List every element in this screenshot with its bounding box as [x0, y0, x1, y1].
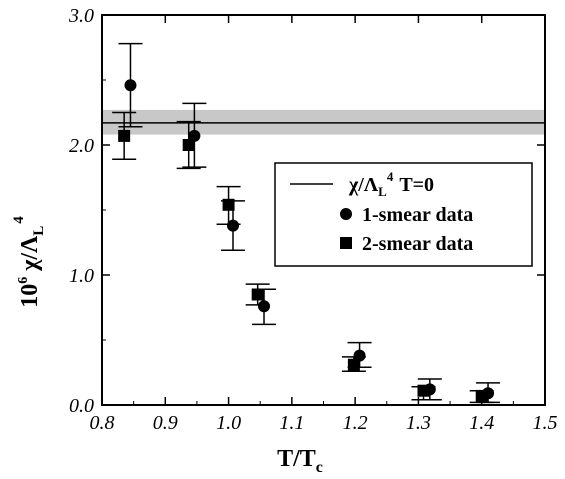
y-tick-label: 1.0 [69, 265, 94, 287]
square-marker [118, 129, 131, 142]
x-tick-label: 0.8 [90, 412, 115, 434]
square-data-point [341, 356, 366, 372]
x-tick-label: 0.9 [153, 412, 178, 434]
y-tick-label: 0.0 [69, 395, 94, 417]
square-marker [222, 198, 235, 211]
x-tick-label: 1.1 [279, 412, 304, 434]
x-axis-title: T/Tc [277, 446, 323, 476]
legend-circle-marker [340, 208, 352, 220]
legend-box [274, 162, 533, 267]
x-tick-label: 1.0 [216, 412, 241, 434]
circle-data-point [252, 288, 277, 326]
square-data-point [411, 384, 436, 401]
square-marker [182, 139, 195, 151]
circle-marker [227, 219, 240, 232]
circle-marker [188, 129, 201, 142]
y-axis-title: 106χ/ΛL4 [11, 216, 47, 308]
tick-layer: 0.8 0.9 1.0 1.1 1.2 1.3 1.4 1.5 0.0 1.0 2.0 3.0 [68, 5, 558, 434]
square-data-point [112, 111, 137, 161]
square-marker [417, 384, 430, 397]
reference-band-layer [102, 109, 545, 135]
circle-marker [353, 349, 366, 362]
x-tick-label: 1.4 [469, 412, 494, 434]
square-marker [347, 358, 360, 371]
y-tick-label: 3.0 [68, 5, 94, 27]
x-tick-label: 1.2 [343, 412, 368, 434]
x-tick-label: 1.5 [533, 412, 558, 434]
circle-data-point [182, 102, 207, 168]
legend-square-marker [340, 237, 352, 249]
square-marker [475, 389, 488, 402]
legend-label-2-smear: 2-smear data [362, 233, 473, 255]
legend-label-reference: χ/ΛL4 T=0 [348, 169, 434, 199]
y-tick-label: 2.0 [69, 135, 94, 157]
x-tick-label: 1.3 [406, 412, 431, 434]
square-data-point [176, 120, 201, 170]
legend-label-1-smear: 1-smear data [362, 204, 473, 226]
circle-marker [124, 79, 137, 92]
data-layer [112, 42, 501, 404]
legend: χ/ΛL4 T=0 1-smear data 2-smear data [274, 162, 533, 267]
square-data-point [245, 283, 270, 306]
circle-marker [258, 300, 271, 313]
square-marker [251, 288, 264, 301]
square-data-point [216, 185, 241, 226]
